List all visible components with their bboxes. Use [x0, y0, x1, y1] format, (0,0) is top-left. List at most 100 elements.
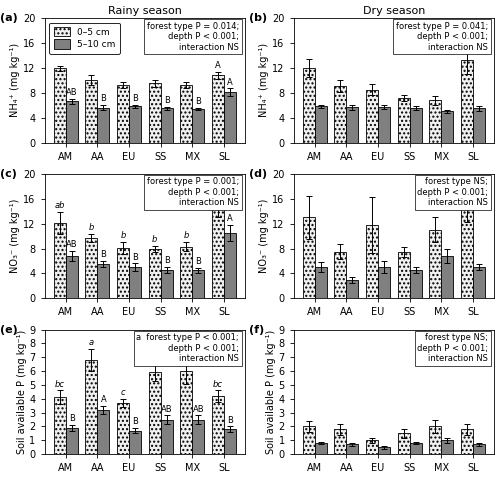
Text: AB: AB	[192, 404, 204, 413]
Bar	[430, 230, 442, 298]
Text: a  forest type P < 0.001;
depth P < 0.001;
interaction NS: a forest type P < 0.001; depth P < 0.001…	[136, 333, 239, 363]
Text: (d): (d)	[250, 169, 268, 179]
Text: c: c	[120, 388, 126, 397]
Text: forest type NS;
depth P < 0.001;
interaction NS: forest type NS; depth P < 0.001; interac…	[417, 333, 488, 363]
Text: B: B	[132, 94, 138, 103]
Text: A: A	[215, 61, 221, 70]
Text: (b): (b)	[250, 13, 268, 23]
Bar	[334, 251, 346, 298]
Bar	[442, 256, 454, 298]
Bar	[398, 98, 409, 143]
Text: B: B	[164, 256, 170, 265]
Bar	[98, 108, 110, 143]
Text: B: B	[196, 257, 202, 266]
Bar	[54, 223, 66, 298]
Bar	[224, 92, 236, 143]
Bar	[315, 106, 327, 143]
Text: B: B	[196, 97, 202, 106]
Bar	[366, 440, 378, 454]
Legend: 0–5 cm, 5–10 cm: 0–5 cm, 5–10 cm	[49, 23, 120, 54]
Bar	[461, 429, 473, 454]
Bar	[192, 420, 204, 454]
Y-axis label: Soil available P (mg kg⁻¹): Soil available P (mg kg⁻¹)	[16, 330, 26, 454]
Bar	[86, 238, 98, 298]
Bar	[442, 440, 454, 454]
Text: A: A	[100, 395, 106, 404]
Text: AB: AB	[161, 404, 172, 413]
Bar	[212, 75, 224, 143]
Bar	[378, 107, 390, 143]
Bar	[86, 360, 98, 454]
Bar	[129, 106, 141, 143]
Bar	[442, 112, 454, 143]
Bar	[180, 371, 192, 454]
Bar	[346, 445, 358, 454]
Text: b: b	[120, 231, 126, 240]
Bar	[461, 60, 473, 143]
Text: B: B	[227, 416, 233, 424]
Bar	[212, 396, 224, 454]
Bar	[66, 428, 78, 454]
Text: forest type NS;
depth P < 0.001;
interaction NS: forest type NS; depth P < 0.001; interac…	[417, 178, 488, 207]
Text: B: B	[132, 417, 138, 426]
Bar	[410, 270, 422, 298]
Bar	[160, 420, 172, 454]
Bar	[366, 90, 378, 143]
Text: b: b	[88, 223, 94, 232]
Bar	[366, 225, 378, 298]
Text: a: a	[216, 188, 220, 197]
Bar	[302, 426, 315, 454]
Bar	[430, 426, 442, 454]
Bar	[410, 108, 422, 143]
Bar	[224, 233, 236, 298]
Bar	[192, 270, 204, 298]
Text: (a): (a)	[0, 13, 18, 23]
Bar	[98, 264, 110, 298]
Text: B: B	[164, 96, 170, 105]
Bar	[160, 108, 172, 143]
Text: B: B	[132, 252, 138, 262]
Bar	[398, 433, 409, 454]
Bar	[334, 86, 346, 143]
Y-axis label: Soil available P (mg kg⁻¹): Soil available P (mg kg⁻¹)	[266, 330, 276, 454]
Text: (e): (e)	[0, 325, 18, 334]
Bar	[473, 267, 485, 298]
Y-axis label: NH₄⁺ (mg kg⁻¹): NH₄⁺ (mg kg⁻¹)	[10, 43, 20, 117]
Title: Rainy season: Rainy season	[108, 6, 182, 16]
Y-axis label: NH₄⁺ (mg kg⁻¹): NH₄⁺ (mg kg⁻¹)	[260, 43, 270, 117]
Text: b: b	[152, 235, 158, 244]
Bar	[148, 249, 160, 298]
Bar	[315, 267, 327, 298]
Bar	[398, 251, 409, 298]
Bar	[180, 85, 192, 143]
Bar	[117, 248, 129, 298]
Bar	[98, 410, 110, 454]
Bar	[54, 398, 66, 454]
Text: B: B	[100, 250, 106, 259]
Text: ab: ab	[54, 201, 65, 210]
Text: a: a	[89, 338, 94, 347]
Bar	[473, 108, 485, 143]
Bar	[148, 373, 160, 454]
Bar	[346, 280, 358, 298]
Bar	[334, 429, 346, 454]
Bar	[129, 267, 141, 298]
Text: forest type P = 0.014;
depth P < 0.001;
interaction NS: forest type P = 0.014; depth P < 0.001; …	[147, 22, 239, 52]
Text: bc: bc	[54, 379, 64, 388]
Bar	[129, 431, 141, 454]
Bar	[148, 83, 160, 143]
Bar	[378, 447, 390, 454]
Text: B: B	[69, 414, 74, 423]
Title: Dry season: Dry season	[362, 6, 425, 16]
Y-axis label: NO₃⁻ (mg kg⁻¹): NO₃⁻ (mg kg⁻¹)	[260, 199, 270, 273]
Text: B: B	[100, 94, 106, 103]
Text: forest type P = 0.001;
depth P < 0.001;
interaction NS: forest type P = 0.001; depth P < 0.001; …	[147, 178, 239, 207]
Bar	[410, 443, 422, 454]
Bar	[473, 445, 485, 454]
Bar	[212, 208, 224, 298]
Text: b: b	[184, 231, 189, 240]
Text: forest type P = 0.041;
depth P < 0.001;
interaction NS: forest type P = 0.041; depth P < 0.001; …	[396, 22, 488, 52]
Bar	[224, 429, 236, 454]
Text: bc: bc	[213, 379, 223, 388]
Text: AB: AB	[66, 240, 78, 249]
